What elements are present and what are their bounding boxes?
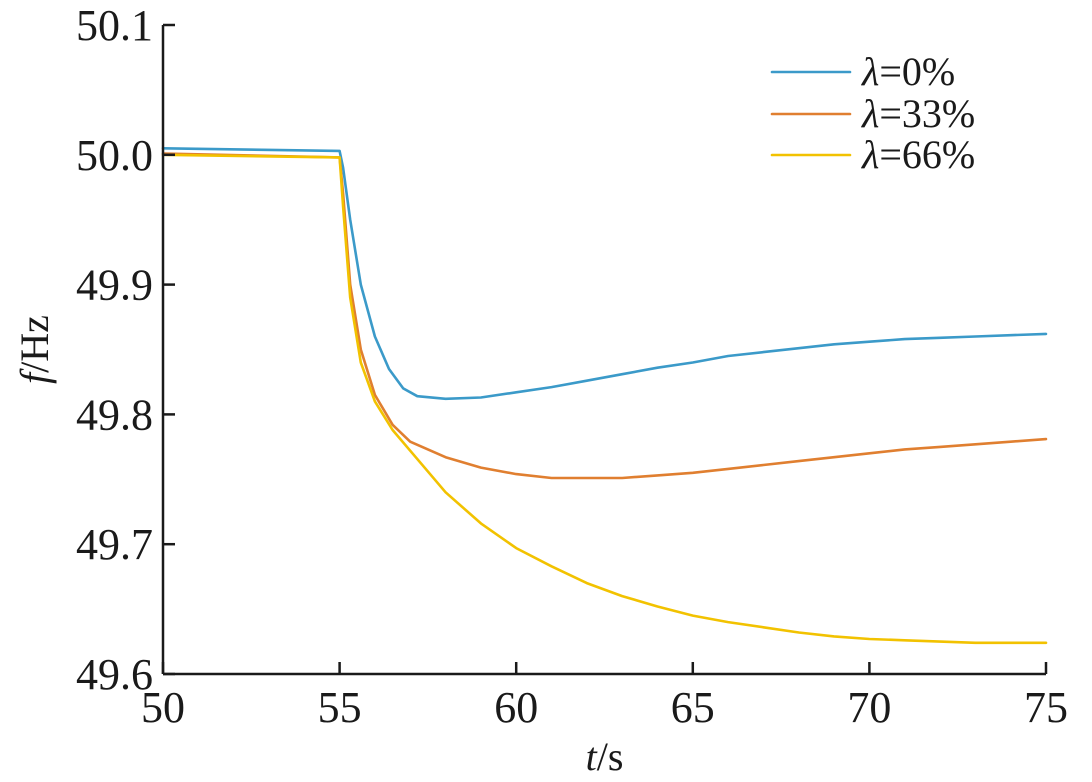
x-tick-label-4: 70	[847, 683, 891, 732]
legend-label-2-symbol: λ	[861, 132, 879, 177]
x-axis-label: t/s	[586, 734, 624, 779]
series-layer	[161, 147, 1048, 645]
y-tick-label-2: 49.8	[76, 390, 153, 439]
legend-entry-1: λ=33%	[770, 91, 975, 136]
x-tick-label-0: 50	[141, 683, 185, 732]
axes-layer	[161, 25, 1046, 676]
legend-label-0: λ=0%	[861, 49, 955, 94]
legend-label-0-symbol: λ	[861, 49, 879, 94]
series-line-1	[161, 152, 1048, 480]
y-tick-label-4: 50.0	[76, 131, 153, 180]
series-line-0	[161, 147, 1048, 401]
legend-label-1-symbol: λ	[861, 91, 879, 136]
ticks-layer: 50 55 60 65 70 75 49.6 49.7 49.8 49.9 50.0 50.1	[76, 1, 1068, 732]
y-axis-label-unit: /Hz	[12, 315, 57, 373]
y-tick-label-0: 49.6	[76, 650, 153, 699]
legend-label-1-value: =33%	[879, 91, 975, 136]
y-axis-label: f/Hz	[12, 315, 57, 384]
x-tick-label-2: 60	[494, 683, 538, 732]
series-line-2	[161, 153, 1048, 645]
x-tick-label-3: 65	[671, 683, 715, 732]
legend: λ=0% λ=33% λ=66%	[770, 49, 975, 177]
legend-label-1: λ=33%	[861, 91, 975, 136]
x-axis-label-variable: t	[586, 734, 598, 779]
x-tick-label-1: 55	[318, 683, 362, 732]
x-axis-label-unit: /s	[597, 734, 624, 779]
y-tick-label-3: 49.9	[76, 261, 153, 310]
legend-label-2-value: =66%	[879, 132, 975, 177]
y-tick-label-1: 49.7	[76, 520, 153, 569]
legend-label-2: λ=66%	[861, 132, 975, 177]
x-tick-label-5: 75	[1024, 683, 1068, 732]
y-tick-label-5: 50.1	[76, 1, 153, 50]
legend-entry-0: λ=0%	[770, 49, 955, 94]
legend-label-0-value: =0%	[879, 49, 955, 94]
legend-entry-2: λ=66%	[770, 132, 975, 177]
